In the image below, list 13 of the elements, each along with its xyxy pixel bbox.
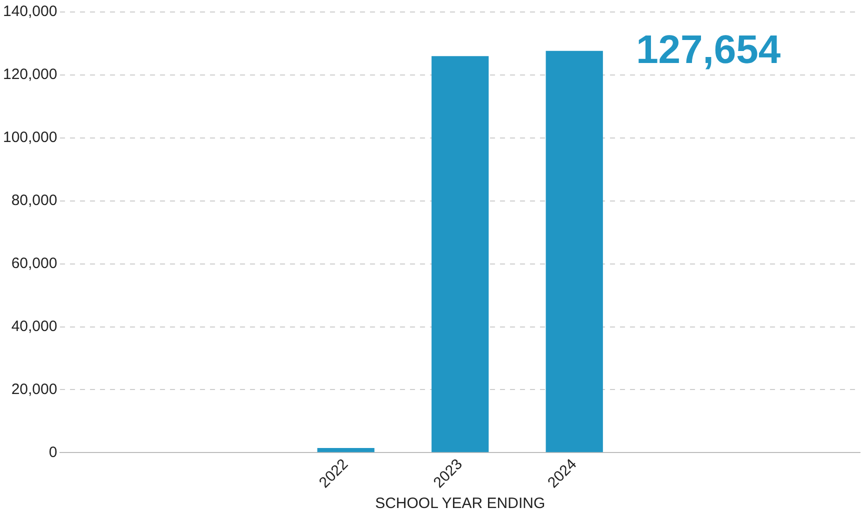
y-tick-label: 120,000: [2, 66, 58, 84]
y-tick-label: 100,000: [2, 129, 58, 146]
bar: [432, 56, 489, 452]
bar: [546, 50, 603, 452]
y-tick-label: 40,000: [11, 318, 58, 335]
bar: [317, 448, 374, 452]
y-tick-label: 140,000: [2, 3, 58, 20]
annotation: 127,654: [636, 28, 782, 72]
y-tick-label: 0: [48, 444, 58, 461]
y-tick-label: 80,000: [11, 192, 58, 209]
x-axis-title: SCHOOL YEAR ENDING: [375, 495, 546, 512]
y-tick-label: 60,000: [11, 254, 58, 272]
y-tick-label: 20,000: [11, 380, 58, 398]
